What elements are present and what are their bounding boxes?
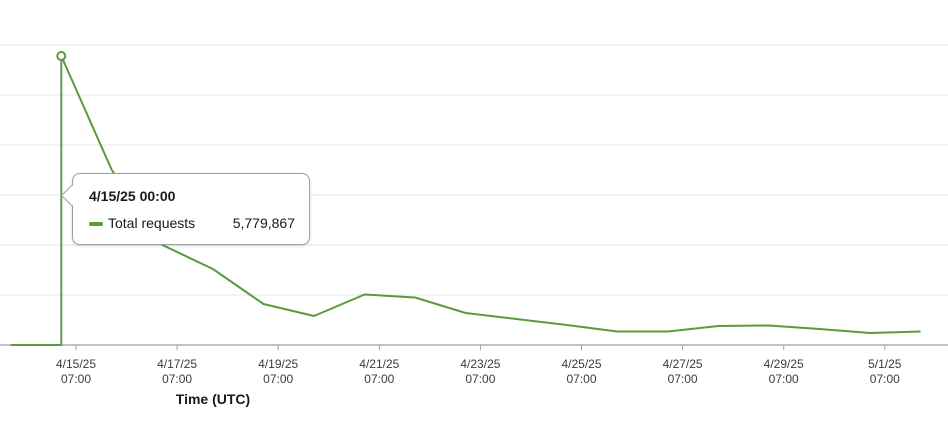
tooltip-row: Total requests 5,779,867 <box>89 215 295 233</box>
highlighted-point[interactable] <box>56 51 67 62</box>
x-tick-label: 07:00 <box>465 372 495 386</box>
x-tick-label: 5/1/25 <box>868 357 902 371</box>
x-tick-label: 07:00 <box>668 372 698 386</box>
x-tick-label: 4/21/25 <box>359 357 399 371</box>
x-tick-label: 4/25/25 <box>561 357 601 371</box>
tooltip-value: 5,779,867 <box>232 215 295 231</box>
tooltip-series-label: Total requests <box>108 215 196 231</box>
x-tick-label: 4/17/25 <box>157 357 197 371</box>
x-tick-label: 4/19/25 <box>258 357 298 371</box>
x-tick-label: 07:00 <box>364 372 394 386</box>
x-tick-label: 07:00 <box>162 372 192 386</box>
x-tick-label: 4/23/25 <box>460 357 500 371</box>
x-tick-label: 07:00 <box>61 372 91 386</box>
x-tick-label: 07:00 <box>870 372 900 386</box>
x-tick-label: 07:00 <box>263 372 293 386</box>
tooltip-title: 4/15/25 00:00 <box>89 188 176 204</box>
x-axis: 4/15/2507:004/17/2507:004/19/2507:004/21… <box>56 345 902 386</box>
x-tick-label: 4/29/25 <box>764 357 804 371</box>
x-tick-label: 07:00 <box>769 372 799 386</box>
x-tick-label: 4/15/25 <box>56 357 96 371</box>
x-axis-title: Time (UTC) <box>176 391 250 407</box>
legend-swatch <box>89 222 103 226</box>
x-tick-label: 07:00 <box>566 372 596 386</box>
x-tick-label: 4/27/25 <box>663 357 703 371</box>
data-tooltip: 4/15/25 00:00 Total requests 5,779,867 <box>60 173 310 245</box>
